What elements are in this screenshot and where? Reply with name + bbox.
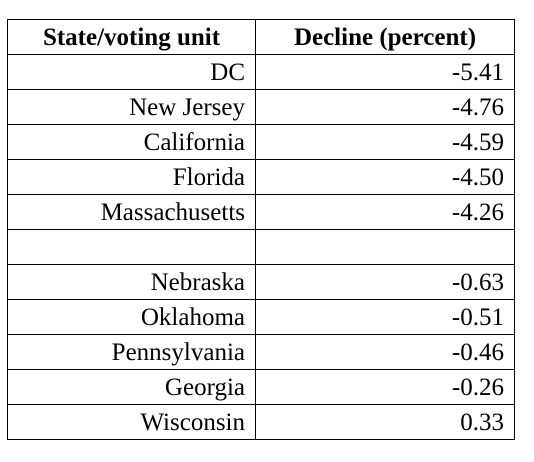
- state-cell: Georgia: [7, 369, 256, 405]
- table-header-row: State/voting unit Decline (percent): [7, 19, 515, 55]
- state-cell: Wisconsin: [7, 404, 256, 440]
- header-decline: Decline (percent): [255, 19, 515, 55]
- table-row-separator: [7, 229, 515, 265]
- state-cell: [7, 229, 256, 265]
- state-cell: Florida: [7, 159, 256, 195]
- state-cell: DC: [7, 54, 256, 90]
- state-cell: New Jersey: [7, 89, 256, 125]
- table-row: Pennsylvania -0.46: [7, 334, 515, 370]
- table-row: Wisconsin 0.33: [7, 404, 515, 440]
- decline-cell: 0.33: [255, 404, 515, 440]
- state-cell: Oklahoma: [7, 299, 256, 335]
- decline-cell: -0.26: [255, 369, 515, 405]
- table-row: Florida -4.50: [7, 159, 515, 195]
- decline-cell: [255, 229, 515, 265]
- decline-cell: -4.50: [255, 159, 515, 195]
- decline-cell: -0.51: [255, 299, 515, 335]
- decline-cell: -4.76: [255, 89, 515, 125]
- table-row: Georgia -0.26: [7, 369, 515, 405]
- decline-cell: -4.26: [255, 194, 515, 230]
- table-row: Massachusetts -4.26: [7, 194, 515, 230]
- decline-table: State/voting unit Decline (percent) DC -…: [7, 19, 515, 440]
- decline-cell: -5.41: [255, 54, 515, 90]
- decline-cell: -0.63: [255, 264, 515, 300]
- state-cell: Nebraska: [7, 264, 256, 300]
- table-row: California -4.59: [7, 124, 515, 160]
- state-cell: Massachusetts: [7, 194, 256, 230]
- decline-cell: -0.46: [255, 334, 515, 370]
- table-row: Oklahoma -0.51: [7, 299, 515, 335]
- state-cell: Pennsylvania: [7, 334, 256, 370]
- header-state: State/voting unit: [7, 19, 256, 55]
- table-row: DC -5.41: [7, 54, 515, 90]
- table-row: Nebraska -0.63: [7, 264, 515, 300]
- table-row: New Jersey -4.76: [7, 89, 515, 125]
- state-cell: California: [7, 124, 256, 160]
- decline-cell: -4.59: [255, 124, 515, 160]
